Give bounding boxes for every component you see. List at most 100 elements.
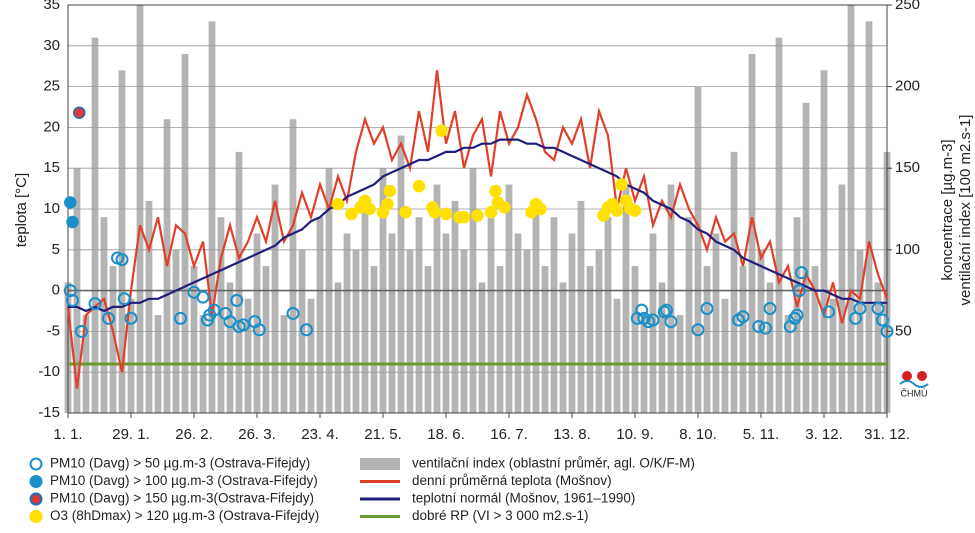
legend-marker xyxy=(360,458,400,470)
bar xyxy=(424,266,432,413)
scatter-point xyxy=(428,206,441,219)
bar xyxy=(667,184,675,413)
bar xyxy=(415,217,423,413)
bar xyxy=(820,70,828,413)
scatter-point xyxy=(752,320,766,334)
logo: ČHMÚ xyxy=(899,371,929,398)
scatter-point xyxy=(471,209,484,222)
bar xyxy=(703,266,711,413)
legend-label: ventilační index (oblastní průměr, agl. … xyxy=(412,456,695,471)
legend-label: PM10 (Davg) > 150 µg.m-3(Ostrava-Fifejdy… xyxy=(50,491,314,506)
scatter-point xyxy=(399,206,412,219)
x-tick-label: 26. 3. xyxy=(238,426,276,443)
scatter-point xyxy=(196,290,210,304)
x-tick-label: 1. 1. xyxy=(53,426,82,443)
scatter-point xyxy=(331,197,345,211)
scatter-point xyxy=(457,210,471,224)
bar xyxy=(712,233,720,413)
scatter-point xyxy=(66,293,79,307)
y2-tick-label: 50 xyxy=(895,322,912,339)
logo-dot xyxy=(902,371,912,381)
scatter-point xyxy=(489,184,502,198)
bar xyxy=(775,37,783,413)
legend-label: O3 (8hDmax) > 120 µg.m-3 (Ostrava-Fifejd… xyxy=(50,508,319,523)
scatter-point xyxy=(412,179,426,193)
bar xyxy=(541,266,549,413)
x-tick-label: 5. 11. xyxy=(743,426,779,443)
line-series xyxy=(68,138,887,313)
bar xyxy=(748,53,756,414)
scatter-point xyxy=(759,321,772,335)
scatter-point xyxy=(853,302,867,316)
bar xyxy=(568,233,576,413)
scatter-point xyxy=(381,197,394,211)
scatter-point xyxy=(230,293,244,307)
plot-frame xyxy=(67,4,888,414)
legend-label: denní průměrná teplota (Mošnov) xyxy=(412,473,612,488)
bar xyxy=(316,217,324,413)
scatter-point xyxy=(498,201,511,214)
bar xyxy=(235,151,243,413)
scatter-point xyxy=(435,124,448,137)
bar xyxy=(505,184,513,413)
bar xyxy=(226,282,234,413)
scatter-point xyxy=(75,324,88,338)
scatter-point xyxy=(88,297,102,311)
bar xyxy=(118,70,126,413)
scatter-point xyxy=(822,305,835,319)
bar xyxy=(262,266,270,413)
x-tick-label: 29. 1. xyxy=(112,426,150,443)
scatter-point xyxy=(610,204,624,217)
scatter-point xyxy=(66,215,79,229)
legend-label: dobré RP (VI > 3 000 m2.s-1) xyxy=(412,508,588,523)
bar xyxy=(334,282,342,413)
bar xyxy=(343,233,351,413)
y-tick-label: 20 xyxy=(43,118,60,135)
scatter-point xyxy=(876,313,889,327)
bar xyxy=(109,266,117,413)
bar xyxy=(559,282,567,413)
scatter-point xyxy=(880,324,894,338)
y2-tick-label: 200 xyxy=(895,78,920,95)
bar xyxy=(91,37,99,413)
legend-label: PM10 (Davg) > 50 µg.m-3 (Ostrava-Fifejdy… xyxy=(50,456,310,471)
bar xyxy=(271,184,279,413)
scatter-point xyxy=(736,310,750,324)
x-tick-label: 18. 6. xyxy=(427,426,465,443)
bar xyxy=(613,298,621,413)
scatter-point xyxy=(286,306,300,320)
bar xyxy=(622,184,630,413)
legend-marker xyxy=(29,457,43,471)
scatter-point xyxy=(115,253,129,267)
x-tick-label: 26. 2. xyxy=(175,426,213,443)
bar xyxy=(361,200,369,413)
scatter-point xyxy=(664,315,678,329)
scatter-point xyxy=(628,204,642,217)
bar xyxy=(658,282,666,413)
line-series xyxy=(66,70,889,389)
bar xyxy=(865,21,873,413)
scatter-point xyxy=(790,308,804,322)
scatter-point xyxy=(117,292,131,306)
y-tick-label: -10 xyxy=(38,363,60,380)
bar xyxy=(388,233,396,413)
scatter-point xyxy=(252,323,266,337)
scatter-point xyxy=(345,207,358,221)
scatter-point xyxy=(102,311,115,325)
bar xyxy=(190,266,198,413)
y-tick-label: 25 xyxy=(43,78,60,95)
bar xyxy=(739,266,747,413)
legend-marker xyxy=(29,492,43,506)
scatter-point xyxy=(646,313,660,327)
bar xyxy=(802,102,810,414)
x-tick-label: 3. 12. xyxy=(805,426,843,443)
x-tick-label: 16. 7. xyxy=(490,426,528,443)
bar xyxy=(145,200,153,413)
bar xyxy=(550,217,558,413)
y2-axis-label: koncentrace [µg.m-3] xyxy=(939,139,956,280)
scatter-point xyxy=(795,266,808,280)
bar xyxy=(208,21,216,413)
scatter-point xyxy=(124,311,138,325)
bar xyxy=(532,200,540,413)
